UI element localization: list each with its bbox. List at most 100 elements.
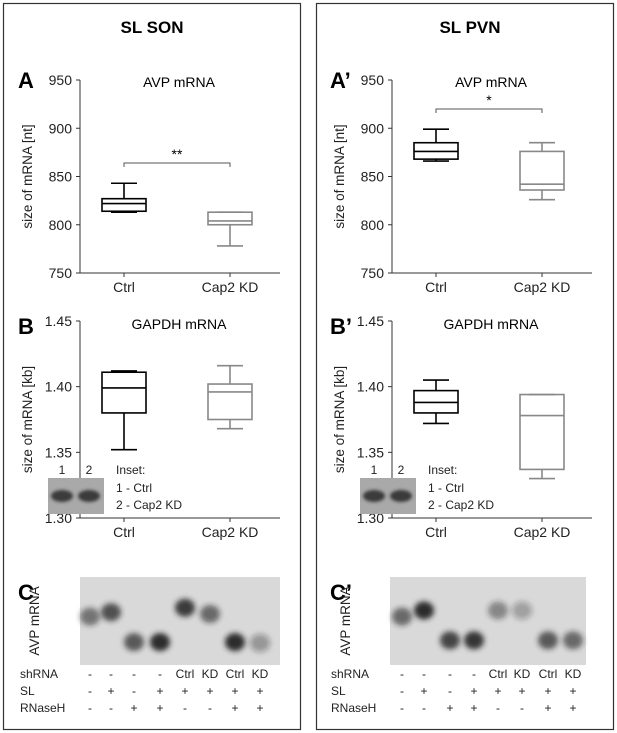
significance-marker: * <box>486 92 492 108</box>
chart-title: AVP mRNA <box>455 74 527 90</box>
gel-condition-value: Ctrl <box>489 667 508 681</box>
inset-lane-number: 1 <box>371 463 378 477</box>
gel-condition-value: + <box>470 701 477 715</box>
y-tick-label: 950 <box>361 72 385 88</box>
gel-image <box>80 577 280 665</box>
panel-label-c-prime: C’ <box>330 580 352 605</box>
gel-row-label: RNaseH <box>331 701 376 715</box>
y-tick-label: 750 <box>49 265 73 281</box>
gel-condition-value: - <box>88 701 92 715</box>
gel-condition-value: Ctrl <box>226 667 245 681</box>
iqr-box <box>519 393 565 471</box>
y-tick-label: 850 <box>361 169 385 185</box>
gel-condition-value: - <box>183 701 187 715</box>
gel-row-label: shRNA <box>20 667 58 681</box>
y-tick-label: 1.45 <box>357 313 384 329</box>
gel-condition-value: + <box>107 684 114 698</box>
gel-condition-value: + <box>156 684 163 698</box>
gel-condition-value: KD <box>252 667 269 681</box>
gel-condition-value: - <box>496 701 500 715</box>
gel-row-label: SL <box>331 684 346 698</box>
inset-lane-number: 1 <box>59 463 66 477</box>
bracket-line <box>123 162 231 167</box>
gel-band <box>563 631 583 650</box>
gel-condition-value: - <box>109 701 113 715</box>
iqr-box <box>101 197 147 213</box>
inset-legend-entry: 1 - Ctrl <box>428 481 464 495</box>
iqr-box <box>519 150 565 191</box>
gel-condition-value: + <box>231 684 238 698</box>
iqr-box <box>101 371 147 414</box>
gel-band <box>512 601 532 620</box>
inset-band-lane-2 <box>390 490 412 502</box>
gel-band <box>392 607 412 626</box>
y-tick-label: 950 <box>49 72 73 88</box>
left-column-frame <box>2 2 302 731</box>
gel-condition-value: - <box>422 667 426 681</box>
gel-condition-value: - <box>448 667 452 681</box>
panel-label-a: A <box>18 68 34 93</box>
significance-bracket: * <box>435 92 543 113</box>
y-tick-label: 850 <box>49 169 73 185</box>
x-category-label: Cap2 KD <box>514 524 571 540</box>
gel-condition-value: - <box>208 701 212 715</box>
gel-condition-value: - <box>109 667 113 681</box>
x-category-label: Ctrl <box>425 524 447 540</box>
gel-condition-value: + <box>494 684 501 698</box>
inset-band-lane-1 <box>51 490 73 502</box>
significance-bracket: ** <box>123 146 231 167</box>
y-tick-label: 1.40 <box>45 379 72 395</box>
x-category-label: Ctrl <box>113 279 135 295</box>
gel-condition-value: + <box>420 684 427 698</box>
y-tick-label: 900 <box>49 120 73 136</box>
gel-condition-value: + <box>256 684 263 698</box>
iqr-box <box>207 383 253 421</box>
x-category-label: Ctrl <box>425 279 447 295</box>
y-tick-label: 900 <box>361 120 385 136</box>
gel-band <box>440 631 460 650</box>
box-cap2-kd <box>519 141 565 201</box>
x-category-label: Ctrl <box>113 524 135 540</box>
inset-title: Inset: <box>428 463 457 477</box>
y-axis-label: size of mRNA [nt] <box>20 124 35 228</box>
gel-y-axis-label: AVP mRNA <box>27 586 42 655</box>
y-axis-label: size of mRNA [kb] <box>20 366 35 473</box>
y-tick-label: 1.35 <box>45 444 72 460</box>
inset-lane-number: 2 <box>398 463 405 477</box>
right-column-frame <box>315 2 615 731</box>
panel-label-c: C <box>18 580 34 605</box>
gel-band <box>414 601 434 620</box>
gel-condition-value: Ctrl <box>176 667 195 681</box>
gel-condition-value: + <box>231 701 238 715</box>
gel-row-label: SL <box>20 684 35 698</box>
x-category-label: Cap2 KD <box>514 279 571 295</box>
chart-title: AVP mRNA <box>143 74 215 90</box>
box-ctrl <box>413 128 459 162</box>
box-ctrl <box>413 379 459 425</box>
gel-y-axis-label: AVP mRNA <box>338 586 353 655</box>
gel-condition-value: + <box>156 701 163 715</box>
box-ctrl <box>101 370 147 451</box>
bracket-line <box>435 108 543 113</box>
inset-legend-entry: 2 - Cap2 KD <box>428 498 494 512</box>
box-cap2-kd <box>207 211 253 247</box>
gel-condition-value: Ctrl <box>539 667 558 681</box>
gel-condition-value: KD <box>565 667 582 681</box>
boxplot-3: 750 800 850 900 950 size of mRNA [nt] AVP mRNA… <box>332 72 592 295</box>
y-axis-label: size of mRNA [kb] <box>332 366 347 473</box>
gel-band <box>200 604 220 623</box>
gel-condition-value: + <box>206 684 213 698</box>
y-tick-label: 800 <box>49 217 73 233</box>
gel-condition-value: - <box>88 667 92 681</box>
gel-band <box>464 631 484 650</box>
gel-condition-value: + <box>544 701 551 715</box>
gel-row-label: shRNA <box>331 667 369 681</box>
gel-band <box>538 631 558 650</box>
iqr-box <box>207 211 253 226</box>
y-tick-label: 1.40 <box>357 379 384 395</box>
panel-label-b: B <box>18 314 34 339</box>
gel-condition-value: + <box>569 701 576 715</box>
gel-condition-value: + <box>470 684 477 698</box>
